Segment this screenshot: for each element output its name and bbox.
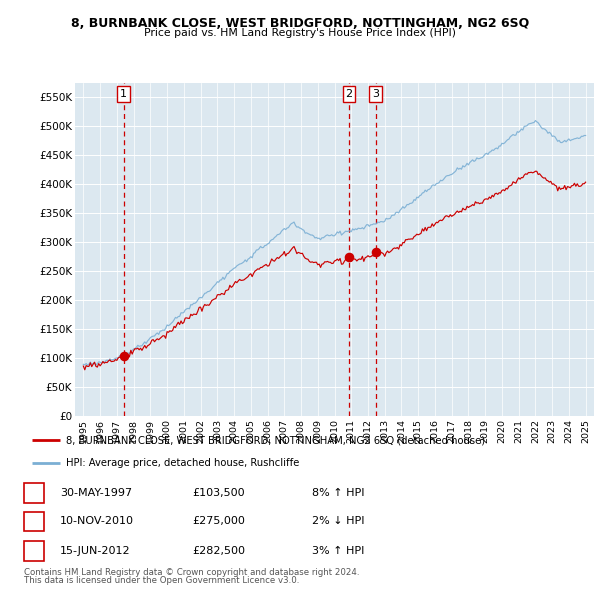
Text: 8, BURNBANK CLOSE, WEST BRIDGFORD, NOTTINGHAM, NG2 6SQ: 8, BURNBANK CLOSE, WEST BRIDGFORD, NOTTI… — [71, 17, 529, 30]
Text: This data is licensed under the Open Government Licence v3.0.: This data is licensed under the Open Gov… — [24, 576, 299, 585]
Text: Price paid vs. HM Land Registry's House Price Index (HPI): Price paid vs. HM Land Registry's House … — [144, 28, 456, 38]
Text: 8% ↑ HPI: 8% ↑ HPI — [312, 488, 365, 498]
Text: £103,500: £103,500 — [192, 488, 245, 498]
Text: 3% ↑ HPI: 3% ↑ HPI — [312, 546, 364, 556]
Point — [344, 252, 353, 261]
Text: £275,000: £275,000 — [192, 516, 245, 526]
Text: 15-JUN-2012: 15-JUN-2012 — [60, 546, 131, 556]
Text: 8, BURNBANK CLOSE, WEST BRIDGFORD, NOTTINGHAM, NG2 6SQ (detached house): 8, BURNBANK CLOSE, WEST BRIDGFORD, NOTTI… — [66, 435, 485, 445]
Text: £282,500: £282,500 — [192, 546, 245, 556]
Text: 2: 2 — [346, 89, 352, 99]
Text: 3: 3 — [31, 546, 37, 556]
Text: 30-MAY-1997: 30-MAY-1997 — [60, 488, 132, 498]
Text: Contains HM Land Registry data © Crown copyright and database right 2024.: Contains HM Land Registry data © Crown c… — [24, 568, 359, 577]
Text: 1: 1 — [120, 89, 127, 99]
Text: 1: 1 — [31, 488, 37, 498]
Text: 10-NOV-2010: 10-NOV-2010 — [60, 516, 134, 526]
Text: 2: 2 — [31, 516, 37, 526]
Point — [371, 247, 380, 257]
Text: 2% ↓ HPI: 2% ↓ HPI — [312, 516, 365, 526]
Text: 3: 3 — [372, 89, 379, 99]
Point — [119, 351, 128, 360]
Text: HPI: Average price, detached house, Rushcliffe: HPI: Average price, detached house, Rush… — [66, 458, 299, 468]
